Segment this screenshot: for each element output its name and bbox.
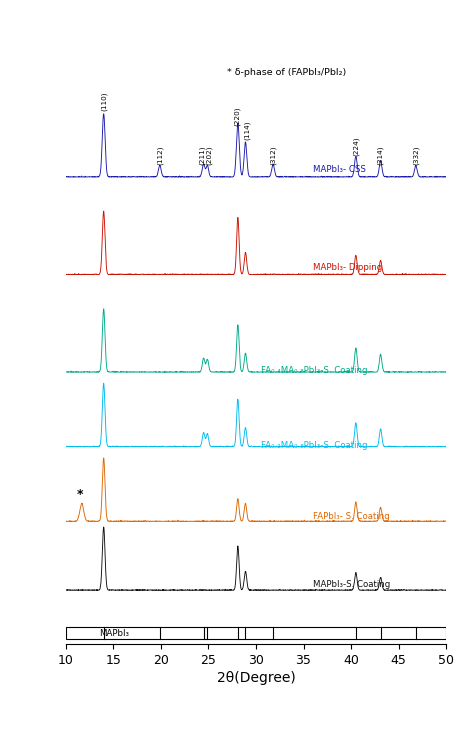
Text: FA₀.₄MA₀.₈PbI₃-S. Coating: FA₀.₄MA₀.₈PbI₃-S. Coating [261, 366, 367, 375]
Text: (112): (112) [156, 145, 163, 165]
Text: FA₀.₂MA₀.₈PbI₃-S. Coating: FA₀.₂MA₀.₈PbI₃-S. Coating [261, 441, 367, 450]
Text: MAPbI₃: MAPbI₃ [99, 628, 129, 638]
Text: (224): (224) [353, 136, 359, 156]
Text: (211): (211) [199, 145, 205, 165]
Text: MAPbI₃- CSS: MAPbI₃- CSS [313, 165, 366, 174]
Text: * δ-phase of (FAPbI₃/PbI₂): * δ-phase of (FAPbI₃/PbI₂) [228, 68, 346, 77]
Text: MAPbI₃- Dipping: MAPbI₃- Dipping [313, 263, 382, 272]
Text: (332): (332) [412, 145, 419, 165]
Text: (110): (110) [100, 92, 107, 112]
Text: (114): (114) [244, 120, 251, 140]
Text: (314): (314) [377, 145, 384, 165]
Text: (312): (312) [270, 145, 276, 165]
Bar [65, 627, 446, 639]
Text: MAPbI₃-S. Coating: MAPbI₃-S. Coating [313, 580, 390, 590]
Text: (220): (220) [234, 106, 240, 126]
Text: FAPbI₃- S. Coating: FAPbI₃- S. Coating [313, 512, 390, 521]
Text: *: * [77, 488, 83, 501]
X-axis label: 2θ(Degree): 2θ(Degree) [217, 671, 295, 685]
Text: (202): (202) [206, 145, 212, 165]
